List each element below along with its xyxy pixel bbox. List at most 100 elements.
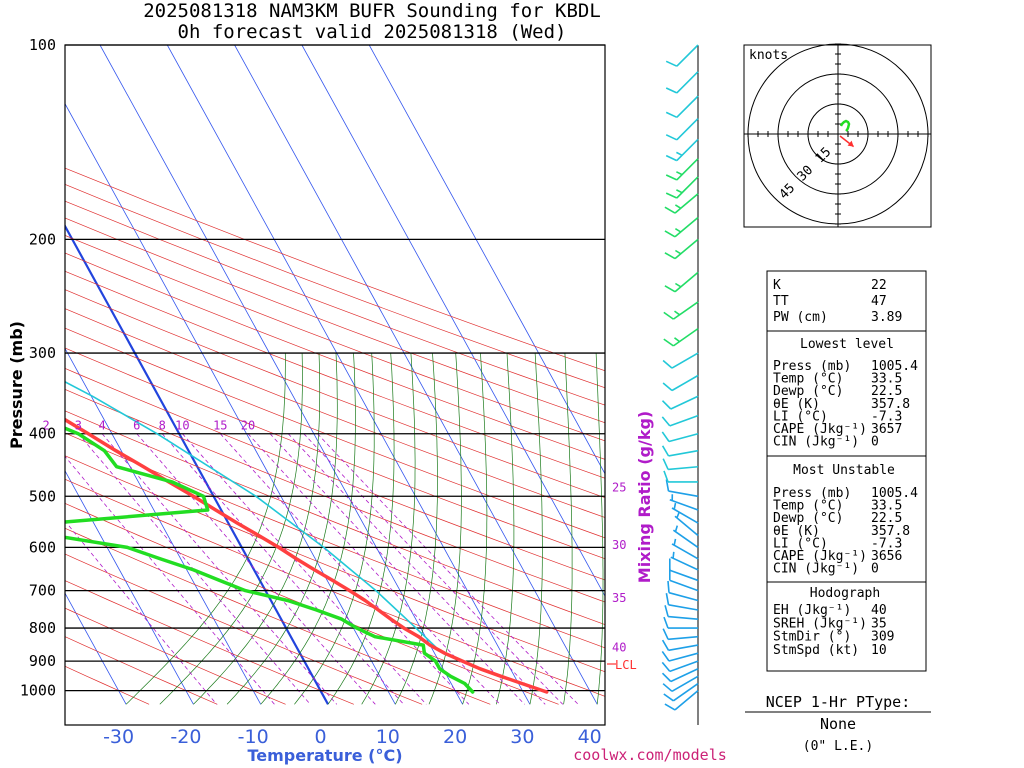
moist-adiabat-line — [327, 353, 395, 705]
mixing-ratio-labels: 12346810152025303540 — [42, 419, 626, 655]
isotherm-line — [65, 102, 396, 705]
moist-adiabat-line — [495, 353, 515, 705]
hodograph-table-rows: EH (Jkg⁻¹) 40 SREH (Jkg⁻¹) 35 StmDir (°) 309 S… — [773, 603, 894, 658]
barb-staff — [672, 327, 699, 347]
barb-staff — [672, 529, 699, 549]
barb-half-flag — [676, 171, 683, 176]
barb-flag — [664, 703, 676, 711]
barb-half-flag — [676, 189, 683, 194]
barb-staff — [668, 615, 699, 620]
dry-adiabat-line — [65, 636, 218, 705]
barb-flag — [662, 628, 669, 640]
stat-value: 33.5 — [871, 372, 902, 387]
mixing-ratio-line — [78, 433, 311, 705]
wind-barb — [661, 660, 699, 673]
stat-label: CIN (Jkg⁻¹) — [773, 562, 859, 577]
pressure-tick-label: 200 — [29, 230, 56, 248]
dry-adiabat-line — [65, 252, 605, 460]
barb-staff — [676, 138, 699, 162]
pw-label: PW (cm) — [773, 310, 828, 325]
mixing-ratio-axis-label: Mixing Ratio (g/kg) — [635, 411, 654, 583]
moist-adiabat-line — [159, 353, 303, 705]
wind-barb — [669, 494, 699, 511]
barb-flag — [665, 87, 678, 94]
barb-flag — [661, 672, 672, 683]
isotherm-line — [65, 469, 194, 705]
barb-half-flag — [674, 337, 681, 343]
mixing-ratio-tick-label: 40 — [612, 641, 626, 655]
barb-flag — [665, 154, 678, 162]
chart-subtitle: 0h forecast valid 2025081318 (Wed) — [178, 21, 567, 43]
isotherm-line — [99, 45, 463, 705]
temperature-tick-label: 30 — [510, 726, 534, 748]
barb-flag — [662, 683, 673, 692]
tt-index-label: TT — [773, 294, 789, 309]
barb-flag — [664, 285, 676, 293]
barb-half-flag — [673, 538, 677, 546]
hodograph-table-header: Hodograph — [810, 586, 880, 601]
wind-barb — [661, 445, 699, 457]
moist-adiabat-line — [294, 353, 375, 705]
mixing-ratio-line — [303, 433, 564, 705]
pressure-tick-labels: 100 200 300 400 500 600 700 800 900 1000 — [20, 36, 56, 700]
pw-value: 3.89 — [871, 310, 902, 325]
wind-barb — [665, 95, 699, 119]
barb-flag — [662, 359, 673, 369]
dry-adiabat-line — [65, 167, 605, 372]
stat-label: Temp (°C) — [773, 499, 843, 514]
pressure-tick-label: 600 — [29, 538, 56, 556]
stat-label: Press (mb) — [773, 359, 851, 374]
barb-staff — [674, 515, 699, 537]
barb-staff — [676, 95, 699, 118]
wind-barb — [674, 511, 699, 537]
barb-staff — [676, 44, 699, 67]
barb-flag — [664, 252, 676, 260]
barb-half-flag — [673, 502, 677, 510]
isotherm-line — [301, 45, 605, 597]
ptype-note: (0" L.E.) — [803, 739, 873, 754]
hodograph-units: knots — [749, 48, 788, 63]
barb-flag — [663, 311, 674, 320]
barb-flag — [665, 134, 678, 141]
temperature-tick-label: -20 — [170, 726, 201, 748]
background-lines — [65, 45, 605, 705]
wind-barb — [662, 374, 699, 392]
wind-barb — [663, 682, 699, 702]
pressure-tick-label: 800 — [29, 619, 56, 637]
moist-adiabat-line — [193, 353, 321, 705]
wind-barb — [665, 138, 699, 162]
barb-flag — [663, 693, 674, 702]
dry-adiabat-line — [65, 527, 491, 705]
wind-barb — [671, 502, 699, 524]
stat-value: 0 — [871, 562, 879, 577]
stat-label: Temp (°C) — [773, 372, 843, 387]
stat-value: 10 — [871, 643, 887, 658]
moist-adiabat-line — [462, 353, 488, 705]
stat-value: 35 — [871, 616, 887, 631]
lowest-level-rows: Press (mb) 1005.4 Temp (°C) 33.5 Dewp (°C) 22… — [773, 359, 918, 450]
wind-barb — [661, 639, 699, 652]
dry-adiabat-line — [65, 478, 605, 697]
dry-adiabat-line — [65, 432, 605, 649]
barb-flag — [667, 580, 670, 593]
wind-barb — [664, 216, 699, 238]
barb-half-flag — [674, 228, 682, 233]
barb-flag — [661, 445, 670, 457]
mixing-ratio-line — [317, 433, 579, 705]
stat-label: LI (°C) — [773, 409, 828, 424]
credit-text: coolwx.com/models — [573, 746, 727, 764]
temperature-tick-label: 40 — [578, 726, 602, 748]
barb-staff — [670, 395, 699, 410]
barb-flag — [665, 479, 670, 492]
barb-staff — [671, 352, 699, 369]
temperature-tick-label: 20 — [443, 726, 467, 748]
barb-staff — [669, 569, 699, 582]
pressure-tick-label: 1000 — [20, 682, 56, 700]
mixing-ratio-tick-label: 35 — [612, 591, 626, 605]
hodograph-wind-trace — [839, 119, 851, 132]
barb-staff — [674, 216, 699, 238]
mixing-ratio-line — [65, 455, 275, 705]
barb-staff — [672, 301, 699, 320]
barb-staff — [669, 579, 699, 592]
wind-barbs — [661, 44, 699, 711]
